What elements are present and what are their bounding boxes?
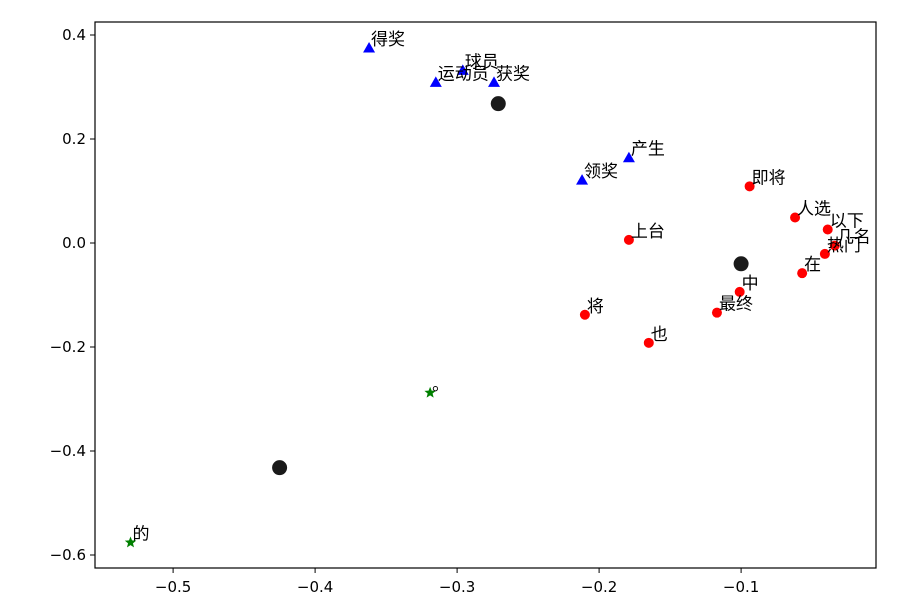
red-circle-point xyxy=(819,248,830,259)
y-tick-label: −0.6 xyxy=(50,546,86,564)
point-label: 最终 xyxy=(719,295,753,315)
point-label: 以下 xyxy=(830,211,864,231)
x-tick-label: −0.4 xyxy=(297,578,333,596)
x-tick-label: −0.3 xyxy=(439,578,475,596)
point-label: 上台 xyxy=(631,222,665,242)
point-label: 获奖 xyxy=(496,64,530,84)
green-star-point xyxy=(124,536,137,548)
point-label: 热门 xyxy=(827,236,861,256)
centroid-point xyxy=(272,460,288,476)
red-circle-point xyxy=(643,337,654,348)
x-tick-label: −0.2 xyxy=(581,578,617,596)
point-label: 中 xyxy=(742,274,759,294)
y-axis-ticks: 0.4 0.2 0.0 −0.2 −0.4 −0.6 xyxy=(50,26,95,564)
blue-triangle-point xyxy=(363,42,376,53)
red-circle-point xyxy=(579,309,590,320)
plot-background xyxy=(95,22,876,568)
y-tick-label: 0.0 xyxy=(62,234,86,252)
blue-triangle-point xyxy=(622,151,635,163)
y-tick-label: 0.2 xyxy=(62,130,86,148)
point-label: 也 xyxy=(651,325,668,345)
red-circle-point xyxy=(790,212,801,223)
plot-frame xyxy=(94,21,877,569)
green-star-point xyxy=(424,386,436,398)
point-label: 得奖 xyxy=(371,30,405,50)
red-circle-point xyxy=(744,181,755,192)
point-label: 运动员 xyxy=(438,64,489,84)
y-tick-label: −0.4 xyxy=(50,442,86,460)
centroid-point xyxy=(733,256,749,272)
blue-triangle-point xyxy=(429,76,442,87)
centroid-point xyxy=(490,96,506,112)
red-circle-point xyxy=(822,224,833,235)
y-tick-label: −0.2 xyxy=(50,338,86,356)
point-label: 。 xyxy=(432,375,449,395)
point-label: 几名 xyxy=(837,228,871,248)
x-tick-label: −0.5 xyxy=(155,578,191,596)
point-label: 的 xyxy=(133,525,150,545)
red-circle-point xyxy=(711,307,722,318)
red-circle-point xyxy=(797,268,808,279)
point-label: 即将 xyxy=(752,168,786,188)
point-label: 将 xyxy=(587,297,604,317)
red-circle-point xyxy=(734,286,745,297)
blue-triangle-point xyxy=(488,76,501,87)
data-points xyxy=(124,42,840,548)
y-tick-label: 0.4 xyxy=(62,26,86,44)
blue-triangle-point xyxy=(456,64,469,75)
point-label: 球员 xyxy=(465,52,499,72)
point-label: 人选 xyxy=(797,200,831,220)
point-label: 产生 xyxy=(631,140,665,160)
point-label: 在 xyxy=(804,255,821,275)
red-circle-point xyxy=(623,234,634,245)
point-label: 领奖 xyxy=(584,162,618,182)
x-tick-label: −0.1 xyxy=(723,578,759,596)
blue-triangle-point xyxy=(576,174,589,185)
x-axis-ticks: −0.5 −0.4 −0.3 −0.2 −0.1 xyxy=(155,568,759,596)
red-circle-point xyxy=(829,240,840,251)
